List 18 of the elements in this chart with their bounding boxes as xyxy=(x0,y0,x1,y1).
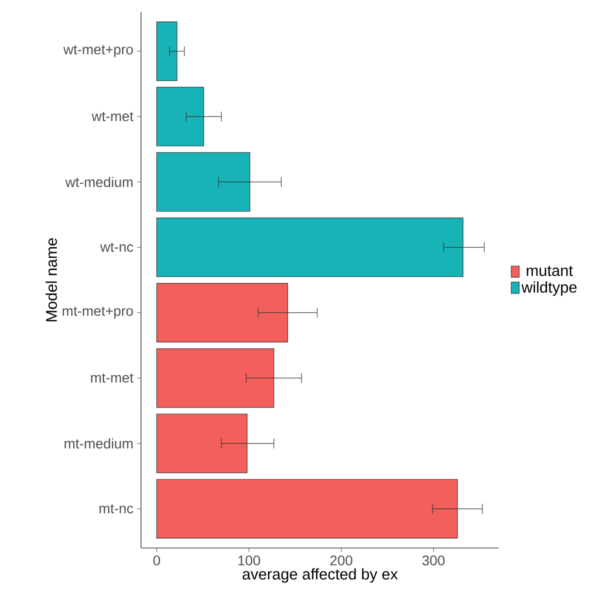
x-axis-title: average affected by ex xyxy=(242,568,398,583)
x-tick-label: 100 xyxy=(238,556,260,566)
legend-label: wildtype xyxy=(521,281,577,296)
y-tick-label: mt-medium xyxy=(64,438,133,449)
y-tick-label: wt-medium xyxy=(65,176,133,188)
x-tick-label: 300 xyxy=(422,556,445,566)
y-tick-label: mt-nc xyxy=(100,504,134,514)
y-tick-label: wt-met xyxy=(92,112,134,122)
y-tick-label: wt-met+pro xyxy=(63,45,133,58)
y-tick-label: mt-met xyxy=(91,373,134,383)
x-tick-label: 200 xyxy=(330,556,352,566)
bar xyxy=(156,152,250,212)
y-tick-label: wt-nc xyxy=(100,242,134,252)
y-axis-title: Model name xyxy=(46,238,57,322)
y-tick-label: mt-met+pro xyxy=(62,306,133,319)
legend-label: mutant xyxy=(526,266,573,276)
x-tick-label: 0 xyxy=(153,556,160,566)
bar xyxy=(156,348,274,408)
